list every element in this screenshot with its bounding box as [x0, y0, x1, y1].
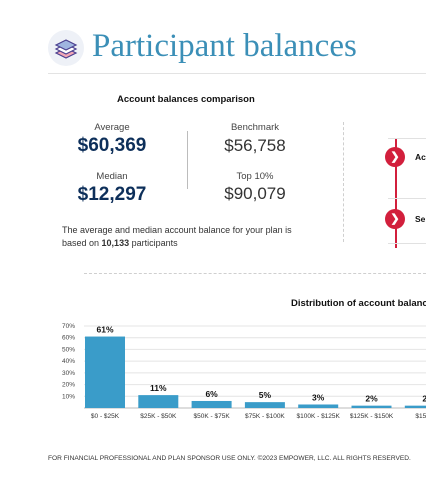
comparison-title: Account balances comparison: [117, 94, 255, 105]
benchmark-value: $56,758: [224, 136, 286, 155]
bar: [244, 402, 285, 408]
bar-data-label: 2: [422, 394, 426, 404]
bar: [138, 395, 179, 408]
bar-data-label: 11%: [150, 383, 167, 393]
stacked-layers-icon: [48, 30, 84, 66]
x-tick-label: $75K - $100K: [245, 413, 285, 420]
bar-data-label: 3%: [312, 392, 325, 402]
bar-data-label: 6%: [205, 389, 218, 399]
participants-note: The average and median account balance f…: [62, 224, 302, 249]
section-divider-vertical: [343, 122, 344, 242]
chart-title: Distribution of account balance: [291, 298, 426, 309]
timeline-tick: [388, 138, 426, 139]
chevron-right-icon[interactable]: ❯: [385, 147, 405, 167]
bar: [85, 336, 125, 408]
timeline-item-label[interactable]: Ac: [415, 152, 426, 162]
timeline-tick: [388, 243, 426, 244]
median-value: $12,297: [77, 184, 147, 205]
timeline-tick: [388, 198, 426, 199]
x-tick-label: $150K: [415, 413, 426, 420]
top10-value: $90,079: [224, 184, 286, 203]
y-tick-label: 40%: [62, 358, 75, 365]
bar-data-label: 61%: [96, 325, 113, 335]
timeline-line: [395, 138, 397, 248]
y-tick-label: 30%: [62, 370, 75, 377]
chevron-right-icon[interactable]: ❯: [385, 209, 405, 229]
page-title: Participant balances: [92, 28, 357, 64]
x-tick-label: $125K - $150K: [350, 413, 394, 420]
bar-data-label: 5%: [259, 390, 272, 400]
header-divider: [48, 73, 426, 74]
average-label: Average: [94, 122, 130, 133]
bar-data-label: 2%: [365, 394, 378, 404]
note-suffix: participants: [129, 237, 178, 248]
y-tick-label: 50%: [62, 346, 75, 353]
average-value: $60,369: [77, 135, 147, 156]
x-tick-label: $100K - $125K: [297, 413, 341, 420]
note-prefix: The average and median account balance f…: [62, 225, 292, 248]
y-tick-label: 60%: [62, 335, 75, 342]
x-tick-label: $25K - $50K: [140, 413, 177, 420]
timeline-item-label[interactable]: Se: [415, 214, 426, 224]
benchmark-label: Benchmark: [230, 122, 280, 133]
bar: [191, 400, 232, 408]
bar: [404, 405, 426, 408]
y-tick-label: 20%: [62, 382, 75, 389]
participant-count: 10,133: [101, 237, 130, 248]
median-label: Median: [96, 171, 128, 182]
bar: [351, 405, 392, 408]
section-divider-horizontal: [84, 273, 426, 274]
x-tick-label: $50K - $75K: [194, 413, 231, 420]
footer-disclaimer: FOR FINANCIAL PROFESSIONAL AND PLAN SPON…: [48, 455, 411, 462]
y-tick-label: 10%: [62, 393, 75, 400]
stats-divider: [187, 131, 188, 189]
x-tick-label: $0 - $25K: [91, 413, 120, 420]
y-tick-label: 70%: [62, 323, 75, 330]
top10-label: Top 10%: [236, 171, 274, 182]
bar: [298, 404, 339, 408]
